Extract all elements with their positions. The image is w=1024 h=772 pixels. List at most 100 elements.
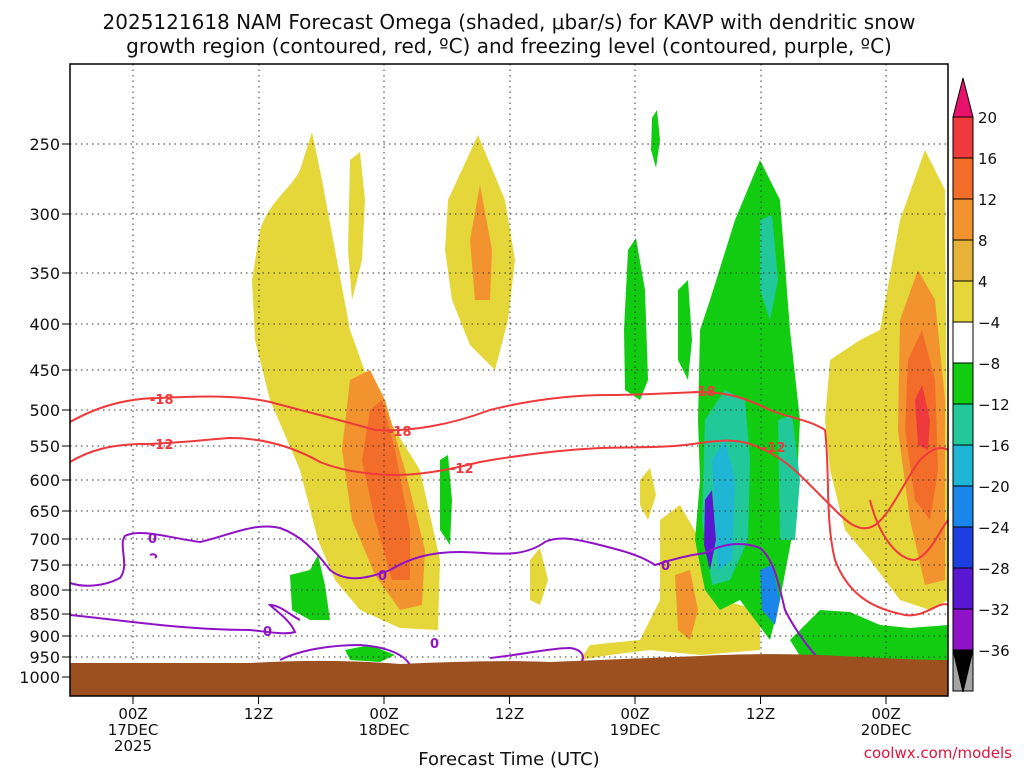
purple-contour-0-bottom2 xyxy=(489,646,584,664)
colorbar-segment xyxy=(952,526,974,569)
colorbar-segment xyxy=(952,567,974,610)
purple-contour-label: 0 xyxy=(148,532,157,547)
omega-region-green-h xyxy=(790,610,948,660)
red-contour-label: -12 xyxy=(150,438,174,453)
x-tick-label: 12Z xyxy=(244,705,273,723)
omega-region-yellow-f xyxy=(580,505,760,660)
purple-contour-label: 0 xyxy=(661,559,670,574)
omega-region-orange-b xyxy=(470,185,492,300)
omega-region-orange-e xyxy=(362,400,410,580)
colorbar-label: −16 xyxy=(978,437,1010,455)
purple-contours xyxy=(69,525,821,666)
y-tick-label: 350 xyxy=(29,264,60,283)
omega-region-cyan-b xyxy=(760,215,778,320)
colorbar-segment xyxy=(952,321,974,364)
omega-region-green-b xyxy=(624,238,648,400)
colorbar-segment xyxy=(952,198,974,241)
chart-title-line1: 2025121618 NAM Forecast Omega (shaded, μ… xyxy=(103,10,916,34)
y-tick-label: 750 xyxy=(29,556,60,575)
x-tick-label: 00Z xyxy=(871,705,900,723)
watermark: coolwx.com/models xyxy=(864,744,1012,762)
red-contour-minus18 xyxy=(69,390,949,617)
y-tick-label: 250 xyxy=(29,135,60,154)
colorbar-label: −4 xyxy=(978,314,1000,332)
omega-region-green-a xyxy=(651,110,660,168)
x-tick-label: 18DEC xyxy=(359,721,410,739)
colorbar-label: −24 xyxy=(978,519,1010,537)
omega-region-green-f xyxy=(290,555,330,620)
x-tick-label: 19DEC xyxy=(610,721,661,739)
y-tick-label: 850 xyxy=(29,605,60,624)
plot-area: -18 -12 -18 -12 -18 -12 0 0 0 0 0 xyxy=(69,63,949,697)
omega-region-green-e xyxy=(440,455,452,545)
colorbar-segment xyxy=(952,157,974,200)
colorbar-label: −32 xyxy=(978,601,1010,619)
colorbar-segment xyxy=(952,403,974,446)
y-axis: 250 300 350 400 450 500 550 600 650 700 750 800 850 9… xyxy=(19,135,70,687)
x-tick-label: 12Z xyxy=(495,705,524,723)
y-tick-label: 950 xyxy=(29,648,60,667)
x-tick-label: 00Z xyxy=(369,705,398,723)
omega-region-orange-c xyxy=(675,570,698,640)
omega-region-blue-a xyxy=(712,440,735,570)
x-tick-label: 00Z xyxy=(118,705,147,723)
red-contour-minus12b xyxy=(869,499,949,562)
grid-vertical xyxy=(132,64,887,696)
y-tick-label: 800 xyxy=(29,581,60,600)
colorbar-label: −8 xyxy=(978,355,1000,373)
purple-contour-0-upper xyxy=(69,525,821,661)
y-tick-label: 400 xyxy=(29,315,60,334)
purple-contour-small xyxy=(149,553,158,559)
colorbar-segment xyxy=(952,485,974,528)
colorbar-label: 20 xyxy=(978,109,997,127)
colorbar-segment xyxy=(952,362,974,405)
purple-contour-label: 0 xyxy=(378,569,387,584)
y-tick-label: 600 xyxy=(29,471,60,490)
y-tick-label: 550 xyxy=(29,437,60,456)
colorbar-label: 16 xyxy=(978,150,997,168)
omega-region-red-a xyxy=(915,385,930,450)
purple-contour-0-lower xyxy=(69,603,301,635)
purple-contour-0-bottom xyxy=(279,643,411,666)
red-contour-label: -12 xyxy=(762,441,786,456)
colorbar-segment xyxy=(952,280,974,323)
contour-labels: -18 -12 -18 -12 -18 -12 0 0 0 0 0 xyxy=(148,385,786,652)
purple-contour-label: 0 xyxy=(430,637,439,652)
colorbar-segment xyxy=(952,116,974,159)
colorbar-label: −20 xyxy=(978,478,1010,496)
omega-shading xyxy=(252,110,948,662)
red-contour-label: -18 xyxy=(150,393,174,408)
red-contour-label: -18 xyxy=(692,385,716,400)
red-contours xyxy=(69,390,949,617)
red-contour-minus12 xyxy=(69,436,949,530)
y-tick-label: 450 xyxy=(29,361,60,380)
y-tick-label: 700 xyxy=(29,530,60,549)
colorbar-segment xyxy=(952,608,974,651)
y-tick-label: 300 xyxy=(29,205,60,224)
purple-contour-label: 0 xyxy=(263,625,272,640)
y-tick-label: 500 xyxy=(29,401,60,420)
x-tick-label: 17DEC xyxy=(108,721,159,739)
terrain-ground xyxy=(70,654,948,696)
y-tick-label: 900 xyxy=(29,627,60,646)
x-axis-title: Forecast Time (UTC) xyxy=(418,749,599,768)
colorbar-segment xyxy=(952,444,974,487)
colorbar-label: 4 xyxy=(978,273,988,291)
red-contour-label: -18 xyxy=(388,425,412,440)
omega-region-green-c xyxy=(678,280,692,380)
colorbar-label: 8 xyxy=(978,232,988,250)
colorbar-top-triangle xyxy=(952,77,974,118)
omega-region-green-g xyxy=(345,645,395,662)
colorbar-segment xyxy=(952,239,974,282)
omega-region-yellow-b xyxy=(348,152,365,300)
y-tick-label: 1000 xyxy=(19,668,60,687)
y-tick-label: 650 xyxy=(29,502,60,521)
colorbar-label: −12 xyxy=(978,396,1010,414)
x-tick-label: 2025 xyxy=(114,737,152,755)
colorbar-label: −36 xyxy=(978,642,1010,660)
colorbar-label: −28 xyxy=(978,560,1010,578)
omega-region-yellow-e xyxy=(640,468,656,520)
colorbar: 20 16 12 8 4 −4 −8 −12 −16 −20 −24 −28 −32 −36 xyxy=(952,77,1010,693)
